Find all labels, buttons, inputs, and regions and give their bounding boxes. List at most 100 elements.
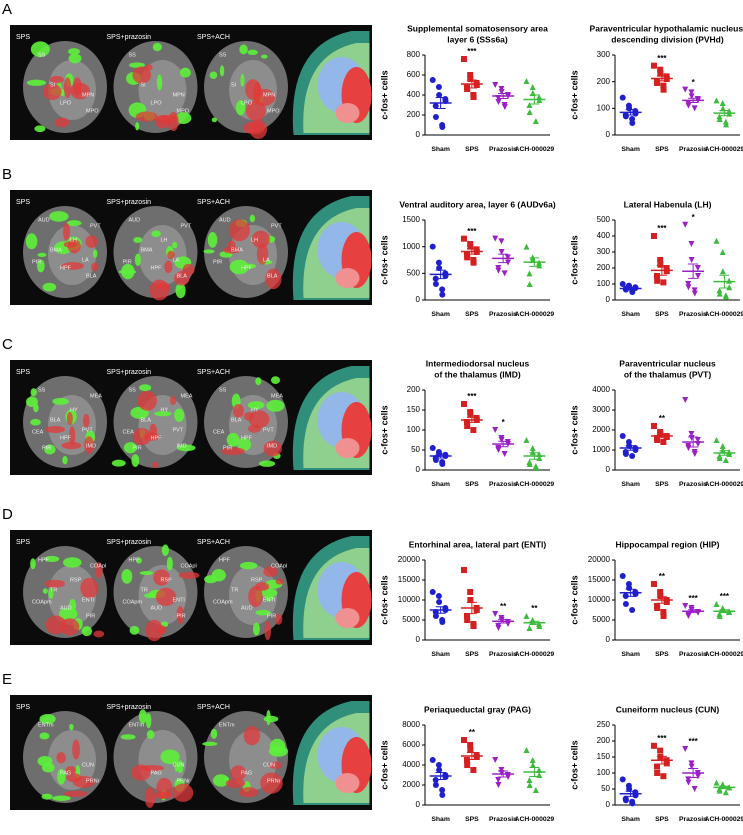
region-label: CUN [173,762,185,768]
slice-inner [48,395,96,455]
region-label: BLA [50,417,61,423]
green-signal [39,732,50,740]
red-signal [63,241,77,248]
sem-bar [498,618,509,624]
y-tick-label: 6000 [402,740,420,749]
region-label: PIR [86,613,95,619]
sem-bar [688,436,699,448]
green-signal [42,282,57,292]
region-label: MEA [90,393,102,399]
atlas-slice [292,196,372,300]
data-point [654,80,661,86]
data-point [495,777,502,783]
atlas-pink [335,608,360,628]
data-point [492,757,499,763]
y-tick-label: 20000 [588,555,611,564]
y-tick-label: 600 [407,70,421,79]
region-label: ENTl [82,597,94,603]
data-point [498,437,505,443]
region-label: PVT [173,427,184,433]
region-label: LPO [151,100,163,106]
green-signal [261,54,268,59]
red-signal [82,413,90,428]
y-tick-label: 5000 [402,615,420,624]
region-label: PRNr [267,778,281,784]
red-signal [49,75,64,84]
red-signal [275,578,284,585]
significance: *** [467,227,477,236]
red-signal [248,586,263,608]
green-signal [258,460,276,467]
y-axis-label: c-fos+ cells [379,235,389,284]
green-signal [146,729,155,740]
region-label: HPF [38,557,50,563]
green-signal [226,432,240,447]
region-label: LA [263,257,270,263]
x-tick-label: SPS [465,651,479,658]
green-signal [255,377,262,386]
data-point [695,773,702,780]
red-signal [167,250,175,260]
brain-slice: SPS+ACH SS LPO MPN MPO SI [197,34,288,139]
data-point [619,94,626,101]
brain-slice: SPS SS LPO MPN MPO SI [16,34,107,133]
region-label: ENTm [38,722,54,728]
sem-bar [466,79,477,89]
region-label: PIR [42,445,51,451]
data-point [439,792,446,798]
x-tick-label: Sham [431,816,450,823]
x-tick-label: SPS [465,146,479,153]
sem-bar [719,785,730,790]
region-label: TR [231,587,238,593]
x-tick-label: SPS [465,481,479,488]
region-label: TR [50,587,57,593]
data-point [436,92,443,98]
data-point [473,754,480,760]
data-point [682,603,689,609]
green-signal [30,558,36,570]
sem-bar [625,109,636,116]
data-point [619,281,626,287]
data-point [719,249,726,255]
data-point [691,451,698,457]
x-tick-label: SPS [655,146,669,153]
data-point [622,113,629,120]
region-label: IMD [86,443,96,449]
data-point [432,782,439,788]
data-point [429,757,436,763]
data-point [688,257,695,263]
red-signal [245,100,266,121]
data-point [470,94,477,100]
data-point [439,461,446,467]
significance: *** [720,592,730,601]
sem-bar [498,253,509,264]
green-signal [219,65,225,77]
chart-title: of the thalamus (PVT) [624,369,712,379]
y-tick-label: 200 [407,110,421,119]
x-tick-label: Sham [431,481,450,488]
data-point [723,293,730,300]
x-tick-label: Prazosin [489,146,517,153]
y-axis-label: c-fos+ cells [379,405,389,454]
data-point [464,86,471,92]
data-point [682,86,689,93]
data-point [432,114,439,120]
green-signal [39,713,56,724]
data-point [529,757,536,763]
data-point [467,411,474,417]
green-signal [139,571,154,576]
data-point [492,235,499,242]
data-point [532,118,539,124]
data-point [495,267,502,274]
region-label: SI [231,82,237,88]
data-point [660,439,667,445]
red-signal [263,440,282,457]
red-signal [156,282,170,290]
green-signal [42,588,48,594]
region-label: SS [38,52,46,58]
data-point [657,66,664,73]
brain-slice: SPS+ACH ENTm PAG CUN PRNr [197,704,289,803]
data-point [435,762,442,768]
red-signal [153,569,170,586]
data-point [713,97,720,104]
